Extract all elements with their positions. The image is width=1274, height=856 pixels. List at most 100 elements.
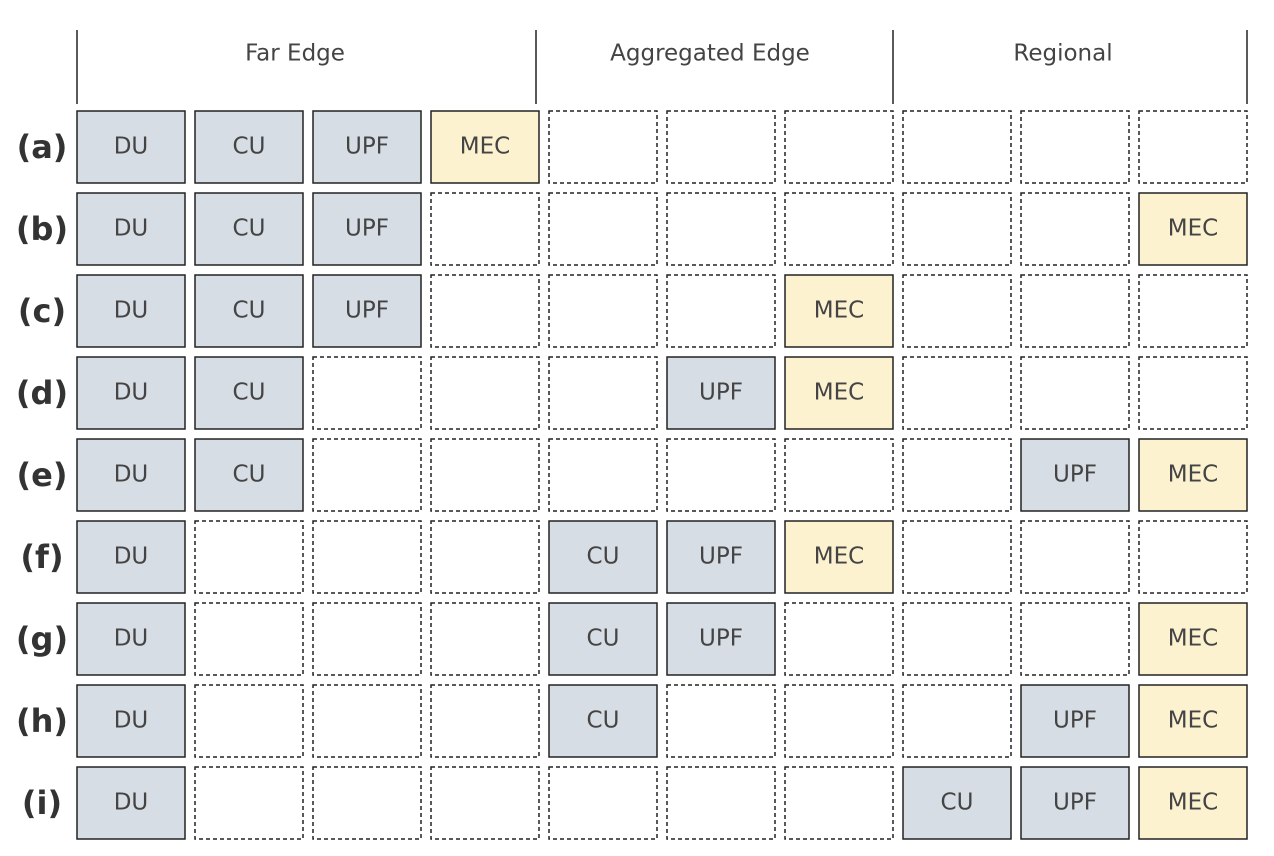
component-label: CU [233, 134, 266, 160]
component-box [76, 110, 186, 184]
empty-slot [902, 602, 1012, 676]
empty-slot [1020, 192, 1130, 266]
empty-slot [430, 192, 540, 266]
component-box [784, 520, 894, 594]
component-box [1138, 684, 1248, 758]
component-box [76, 438, 186, 512]
empty-slot [312, 520, 422, 594]
component-box [76, 684, 186, 758]
component-label: MEC [814, 544, 864, 570]
component-label: DU [114, 462, 149, 488]
empty-slot [784, 684, 894, 758]
empty-slot [548, 356, 658, 430]
component-label: DU [114, 790, 149, 816]
component-label: UPF [345, 216, 389, 242]
empty-slot [902, 356, 1012, 430]
empty-slot [312, 766, 422, 840]
component-label: UPF [345, 298, 389, 324]
empty-slot [666, 274, 776, 348]
component-box [312, 274, 422, 348]
empty-slot [548, 274, 658, 348]
component-box [1020, 766, 1130, 840]
empty-slot [312, 684, 422, 758]
empty-slot [666, 438, 776, 512]
component-box [312, 192, 422, 266]
component-label: MEC [1168, 462, 1218, 488]
empty-slot [312, 438, 422, 512]
empty-slot [666, 766, 776, 840]
component-box [1138, 766, 1248, 840]
empty-slot [430, 438, 540, 512]
component-box [784, 274, 894, 348]
empty-slot [430, 274, 540, 348]
component-label: MEC [1168, 708, 1218, 734]
component-box [312, 110, 422, 184]
row-label: (b) [16, 210, 68, 248]
component-box [76, 602, 186, 676]
empty-slot [784, 110, 894, 184]
component-box [194, 274, 304, 348]
component-box [666, 602, 776, 676]
empty-slot [784, 438, 894, 512]
empty-slot [902, 110, 1012, 184]
empty-slot [1020, 274, 1130, 348]
empty-slot [312, 602, 422, 676]
empty-slot [1138, 274, 1248, 348]
component-label: DU [114, 298, 149, 324]
component-box [1020, 438, 1130, 512]
component-label: UPF [699, 380, 743, 406]
component-label: CU [941, 790, 974, 816]
component-label: UPF [1053, 462, 1097, 488]
component-label: MEC [1168, 790, 1218, 816]
component-box [1138, 438, 1248, 512]
empty-slot [666, 684, 776, 758]
component-label: UPF [345, 134, 389, 160]
empty-slot [194, 766, 304, 840]
empty-slot [194, 520, 304, 594]
component-box [666, 356, 776, 430]
group-header: Regional [1013, 41, 1112, 67]
empty-slot [784, 766, 894, 840]
empty-slot [1020, 356, 1130, 430]
component-label: DU [114, 216, 149, 242]
empty-slot [194, 602, 304, 676]
component-box [194, 356, 304, 430]
component-label: CU [587, 708, 620, 734]
component-label: DU [114, 708, 149, 734]
component-label: MEC [814, 298, 864, 324]
empty-slot [430, 520, 540, 594]
component-box [784, 356, 894, 430]
empty-slot [1138, 356, 1248, 430]
empty-slot [902, 438, 1012, 512]
component-box [1020, 684, 1130, 758]
empty-slot [548, 438, 658, 512]
component-box [76, 192, 186, 266]
component-label: DU [114, 626, 149, 652]
component-box [76, 766, 186, 840]
component-label: MEC [1168, 216, 1218, 242]
empty-slot [902, 684, 1012, 758]
component-label: CU [587, 544, 620, 570]
component-box [1138, 602, 1248, 676]
row-label: (c) [18, 292, 66, 330]
row-label: (f) [20, 538, 63, 576]
component-label: UPF [1053, 708, 1097, 734]
empty-slot [902, 520, 1012, 594]
empty-slot [1138, 520, 1248, 594]
empty-slot [1020, 110, 1130, 184]
empty-slot [902, 274, 1012, 348]
component-label: CU [233, 216, 266, 242]
component-label: MEC [460, 134, 510, 160]
component-label: UPF [699, 544, 743, 570]
component-box [76, 520, 186, 594]
component-label: MEC [1168, 626, 1218, 652]
component-box [666, 520, 776, 594]
row-label: (h) [16, 702, 68, 740]
empty-slot [784, 192, 894, 266]
header-dividers [76, 30, 1248, 104]
component-label: UPF [1053, 790, 1097, 816]
component-box [430, 110, 540, 184]
row-label: (e) [17, 456, 68, 494]
